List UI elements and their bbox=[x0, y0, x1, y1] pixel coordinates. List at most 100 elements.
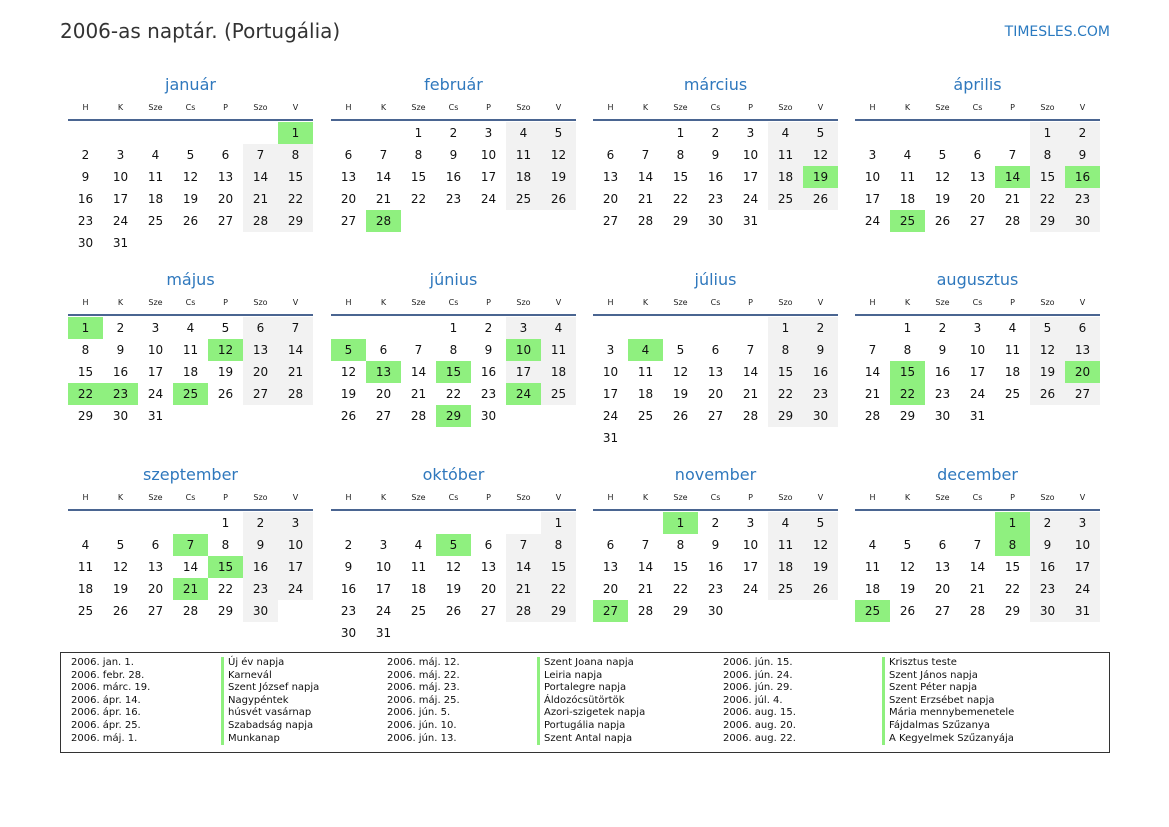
day: 26 bbox=[541, 188, 576, 210]
day: 16 bbox=[707, 170, 724, 184]
day: 23 bbox=[340, 604, 357, 618]
day: 17 bbox=[278, 556, 313, 578]
day: 26 bbox=[803, 578, 838, 600]
day: 19 bbox=[217, 365, 234, 379]
empty-cell bbox=[960, 122, 995, 144]
month-name: június bbox=[429, 270, 478, 289]
day: 13 bbox=[147, 560, 164, 574]
legend-dates-col: 2006. jan. 1. 2006. febr. 28. 2006. márc. … bbox=[71, 657, 150, 745]
day: 10 bbox=[1065, 534, 1100, 556]
day: 21 bbox=[864, 387, 881, 401]
holiday-day: 10 bbox=[506, 339, 541, 361]
holiday-day: 22 bbox=[890, 383, 925, 405]
day: 16 bbox=[243, 556, 278, 578]
day: 4 bbox=[1008, 321, 1017, 335]
weekday-label: Szo bbox=[253, 493, 268, 502]
day: 23 bbox=[1030, 578, 1065, 600]
weekday-label: Cs bbox=[710, 103, 721, 112]
day: 5 bbox=[116, 538, 125, 552]
weekday-header: H K Sze Cs P Szo V bbox=[855, 487, 1100, 511]
day: 30 bbox=[112, 409, 129, 423]
day-grid: 1 2 3 4 5 6 7 8 9 10 11 12 13 14 15 16 17 18 19 20 21 22 23 24 2… bbox=[593, 317, 838, 449]
month-6: június H K Sze Cs P Szo V 1 2 3 4 5 6 7 8 9 10 11 12 13 14 15 1… bbox=[331, 270, 576, 427]
empty-cell bbox=[663, 317, 698, 339]
day: 21 bbox=[278, 361, 313, 383]
legend-date: 2006. máj. 22. bbox=[387, 669, 460, 681]
day: 10 bbox=[969, 343, 986, 357]
day: 24 bbox=[1065, 578, 1100, 600]
day: 25 bbox=[410, 604, 427, 618]
weekday-label: H bbox=[869, 493, 876, 502]
weekday-label: P bbox=[1010, 298, 1015, 307]
holiday-day: 1 bbox=[278, 122, 313, 144]
day: 9 bbox=[81, 170, 90, 184]
day: 9 bbox=[484, 343, 493, 357]
day: 14 bbox=[969, 560, 986, 574]
weekday-label: V bbox=[292, 493, 299, 502]
day: 9 bbox=[344, 560, 353, 574]
day: 27 bbox=[707, 409, 724, 423]
weekday-label: Sze bbox=[673, 493, 688, 502]
day: 7 bbox=[746, 343, 755, 357]
day: 12 bbox=[112, 560, 129, 574]
day: 5 bbox=[221, 321, 230, 335]
day: 28 bbox=[410, 409, 427, 423]
day: 28 bbox=[278, 383, 313, 405]
day: 31 bbox=[375, 626, 392, 640]
day: 15 bbox=[1030, 166, 1065, 188]
day: 10 bbox=[480, 148, 497, 162]
day: 27 bbox=[934, 604, 951, 618]
day: 6 bbox=[973, 148, 982, 162]
holiday-day: 25 bbox=[173, 383, 208, 405]
day-grid: 1 2 3 4 5 6 7 8 9 10 11 12 13 14 15 16 17 18 19 20 21 22 23 24 2… bbox=[331, 122, 576, 232]
day: 31 bbox=[112, 236, 129, 250]
day: 17 bbox=[112, 192, 129, 206]
holiday-legend: 2006. jan. 1. 2006. febr. 28. 2006. márc. … bbox=[60, 652, 1110, 753]
day: 13 bbox=[969, 170, 986, 184]
month-11: november H K Sze Cs P Szo V 1 2 3 4 5 6 7 8 9 10 11 12 13 14 1… bbox=[593, 465, 838, 622]
day: 29 bbox=[899, 409, 916, 423]
day: 2 bbox=[711, 126, 720, 140]
day: 2 bbox=[116, 321, 125, 335]
weekday-header: H K Sze Cs P Szo V bbox=[855, 292, 1100, 316]
day: 8 bbox=[768, 339, 803, 361]
day: 13 bbox=[480, 560, 497, 574]
legend-date: 2006. ápr. 16. bbox=[71, 707, 141, 719]
weekday-label: Cs bbox=[185, 103, 196, 112]
day: 11 bbox=[899, 170, 916, 184]
month-10: október H K Sze Cs P Szo V 1 2 3 4 5 6 7 8 9 10 11 12 13 14 15… bbox=[331, 465, 576, 644]
day: 19 bbox=[899, 582, 916, 596]
day: 11 bbox=[410, 560, 427, 574]
empty-cell bbox=[331, 122, 366, 144]
day: 8 bbox=[903, 343, 912, 357]
day: 4 bbox=[414, 538, 423, 552]
weekday-label: V bbox=[555, 103, 562, 112]
day: 6 bbox=[151, 538, 160, 552]
legend-holiday-name: Szent Péter napja bbox=[882, 682, 1014, 695]
holiday-day: 1 bbox=[663, 512, 698, 534]
day-grid: 1 2 3 4 5 6 7 8 9 10 11 12 13 14 15 16 17 18 19 20 21 22 23 24 2… bbox=[68, 317, 313, 427]
legend-date: 2006. máj. 1. bbox=[71, 732, 138, 744]
legend-holiday-name: Szent Erzsébet napja bbox=[882, 694, 1014, 708]
day: 3 bbox=[278, 512, 313, 534]
day-grid: 1 2 3 4 5 6 7 8 9 10 11 12 13 14 15 16 17 18 19 20 21 22 23 24 2… bbox=[593, 512, 838, 622]
weekday-label: K bbox=[380, 298, 387, 307]
day: 28 bbox=[637, 604, 654, 618]
day: 9 bbox=[1065, 144, 1100, 166]
empty-cell bbox=[401, 512, 436, 534]
weekday-label: Sze bbox=[935, 298, 950, 307]
day: 7 bbox=[1008, 148, 1017, 162]
day: 21 bbox=[742, 387, 759, 401]
day: 12 bbox=[803, 534, 838, 556]
day: 30 bbox=[243, 600, 278, 622]
day: 14 bbox=[375, 170, 392, 184]
day: 17 bbox=[375, 582, 392, 596]
day: 28 bbox=[637, 214, 654, 228]
weekday-label: V bbox=[555, 298, 562, 307]
day: 25 bbox=[506, 188, 541, 210]
day: 2 bbox=[344, 538, 353, 552]
legend-date: 2006. febr. 28. bbox=[71, 669, 145, 681]
day: 22 bbox=[1030, 188, 1065, 210]
holiday-day: 4 bbox=[628, 339, 663, 361]
brand-link[interactable]: TIMESLES.COM bbox=[1004, 24, 1110, 40]
